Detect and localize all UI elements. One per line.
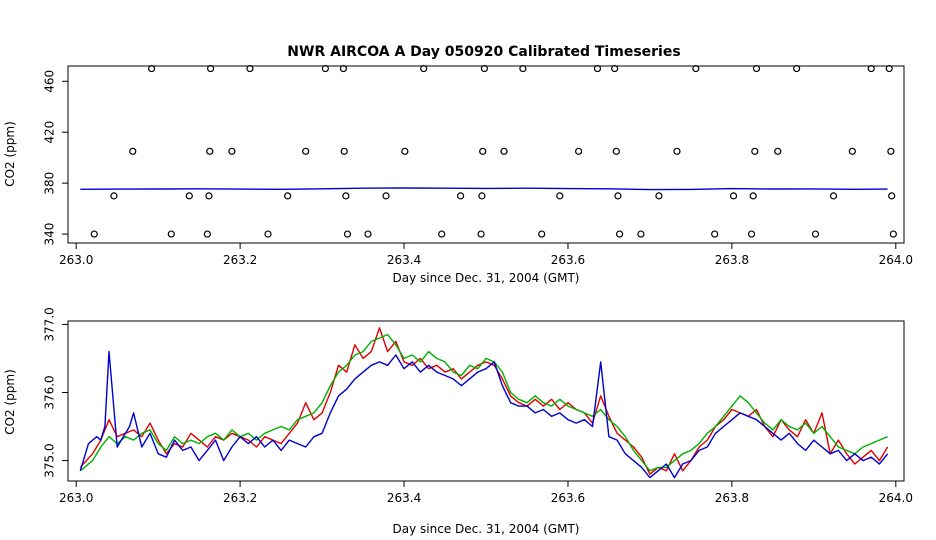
top-y-tick-label-2: 420	[43, 121, 57, 144]
bottom-y-axis: 375.0 376.0 377.0	[43, 307, 68, 478]
top-point-30	[500, 147, 508, 155]
top-point-0	[90, 230, 98, 238]
top-x-axis-label: Day since Dec. 31, 2004 (GMT)	[393, 271, 580, 285]
top-point-38	[614, 192, 622, 200]
top-point-42	[673, 147, 681, 155]
top-point-51	[793, 64, 801, 73]
top-point-16	[339, 64, 347, 73]
top-point-35	[593, 64, 602, 73]
top-point-46	[747, 230, 756, 238]
top-point-39	[615, 230, 624, 238]
top-point-56	[885, 64, 893, 73]
top-point-10	[228, 147, 236, 155]
top-point-4	[167, 230, 175, 238]
bottom-plot-frame	[67, 320, 905, 482]
top-point-26	[477, 230, 485, 238]
top-point-50	[774, 147, 782, 155]
top-point-44	[711, 230, 719, 238]
top-point-14	[302, 147, 310, 155]
top-point-36	[611, 64, 619, 73]
top-point-52	[811, 230, 820, 238]
top-point-20	[364, 230, 372, 238]
top-point-57	[887, 147, 895, 155]
top-point-7	[205, 192, 213, 200]
top-point-40	[637, 230, 645, 238]
top-panel-co2-scatter: 263.0 263.2 263.4 263.6 263.8 264.0 340 380 420…	[3, 64, 913, 285]
top-point-37	[612, 147, 620, 155]
bottom-x-tick-label-3: 263.6	[551, 491, 585, 505]
top-point-6	[203, 230, 211, 238]
top-point-29	[480, 64, 488, 73]
bottom-series-line-2	[79, 350, 889, 479]
bottom-x-tick-label-2: 263.4	[387, 491, 421, 505]
top-y-axis-label: CO2 (ppm)	[3, 121, 17, 187]
top-point-33	[556, 192, 564, 200]
top-x-tick-label-4: 263.8	[715, 253, 749, 267]
bottom-x-axis: 263.0 263.2 263.4 263.6 263.8 264.0	[59, 481, 913, 505]
top-point-41	[655, 192, 663, 200]
top-point-43	[692, 64, 700, 73]
bottom-x-tick-label-1: 263.2	[223, 491, 257, 505]
top-point-18	[342, 192, 350, 200]
top-point-1	[110, 192, 118, 200]
top-point-54	[848, 147, 856, 155]
top-x-tick-label-3: 263.6	[551, 253, 585, 267]
top-point-48	[751, 147, 759, 155]
bottom-panel-co2-lines: 263.0 263.2 263.4 263.6 263.8 264.0 375.0 376.…	[3, 307, 913, 536]
top-point-23	[420, 64, 428, 73]
bottom-x-tick-label-5: 264.0	[879, 491, 913, 505]
top-point-34	[575, 147, 583, 155]
top-y-tick-label-0: 340	[43, 223, 57, 246]
top-point-2	[129, 147, 137, 155]
top-point-28	[479, 147, 487, 155]
top-point-5	[185, 192, 193, 200]
bottom-x-tick-label-4: 263.8	[715, 491, 749, 505]
top-plot-points	[90, 64, 897, 238]
top-x-tick-label-5: 264.0	[879, 253, 913, 267]
top-point-59	[889, 230, 897, 238]
top-point-21	[382, 192, 390, 200]
top-plot-lines	[80, 187, 888, 191]
top-y-axis: 340 380 420 460	[43, 70, 68, 246]
top-x-tick-label-0: 263.0	[59, 253, 93, 267]
top-point-22	[401, 147, 409, 155]
top-point-8	[206, 147, 214, 155]
top-point-25	[456, 192, 465, 200]
top-point-32	[538, 230, 546, 238]
bottom-plot-lines	[79, 327, 889, 479]
top-point-12	[264, 230, 272, 238]
top-point-55	[867, 64, 875, 73]
bottom-y-axis-label: CO2 (ppm)	[3, 369, 17, 435]
top-point-9	[207, 64, 215, 73]
top-point-31	[519, 64, 527, 73]
chart-title: NWR AIRCOA A Day 050920 Calibrated Times…	[287, 44, 680, 60]
top-x-tick-label-1: 263.2	[223, 253, 257, 267]
bottom-x-axis-label: Day since Dec. 31, 2004 (GMT)	[393, 522, 580, 536]
top-point-27	[478, 192, 486, 200]
top-y-tick-label-3: 460	[43, 70, 57, 93]
top-point-45	[729, 192, 738, 200]
top-point-11	[246, 64, 254, 73]
top-point-53	[829, 192, 838, 200]
top-point-13	[284, 192, 292, 200]
bottom-series-line-0	[79, 327, 889, 475]
top-series-line-0	[80, 187, 888, 191]
bottom-x-tick-label-0: 263.0	[59, 491, 93, 505]
top-point-17	[340, 147, 348, 155]
bottom-y-tick-label-0: 375.0	[43, 443, 57, 477]
top-point-47	[749, 192, 757, 200]
bottom-y-tick-label-2: 377.0	[43, 307, 57, 341]
top-y-tick-label-1: 380	[43, 172, 57, 195]
top-point-19	[343, 230, 352, 238]
top-x-axis: 263.0 263.2 263.4 263.6 263.8 264.0	[59, 243, 913, 267]
top-point-3	[148, 64, 156, 73]
bottom-series-line-1	[79, 333, 888, 472]
top-point-15	[321, 64, 329, 73]
top-point-58	[888, 192, 896, 200]
top-point-24	[438, 230, 446, 238]
top-x-tick-label-2: 263.4	[387, 253, 421, 267]
top-point-49	[752, 64, 761, 73]
bottom-y-tick-label-1: 376.0	[43, 375, 57, 409]
